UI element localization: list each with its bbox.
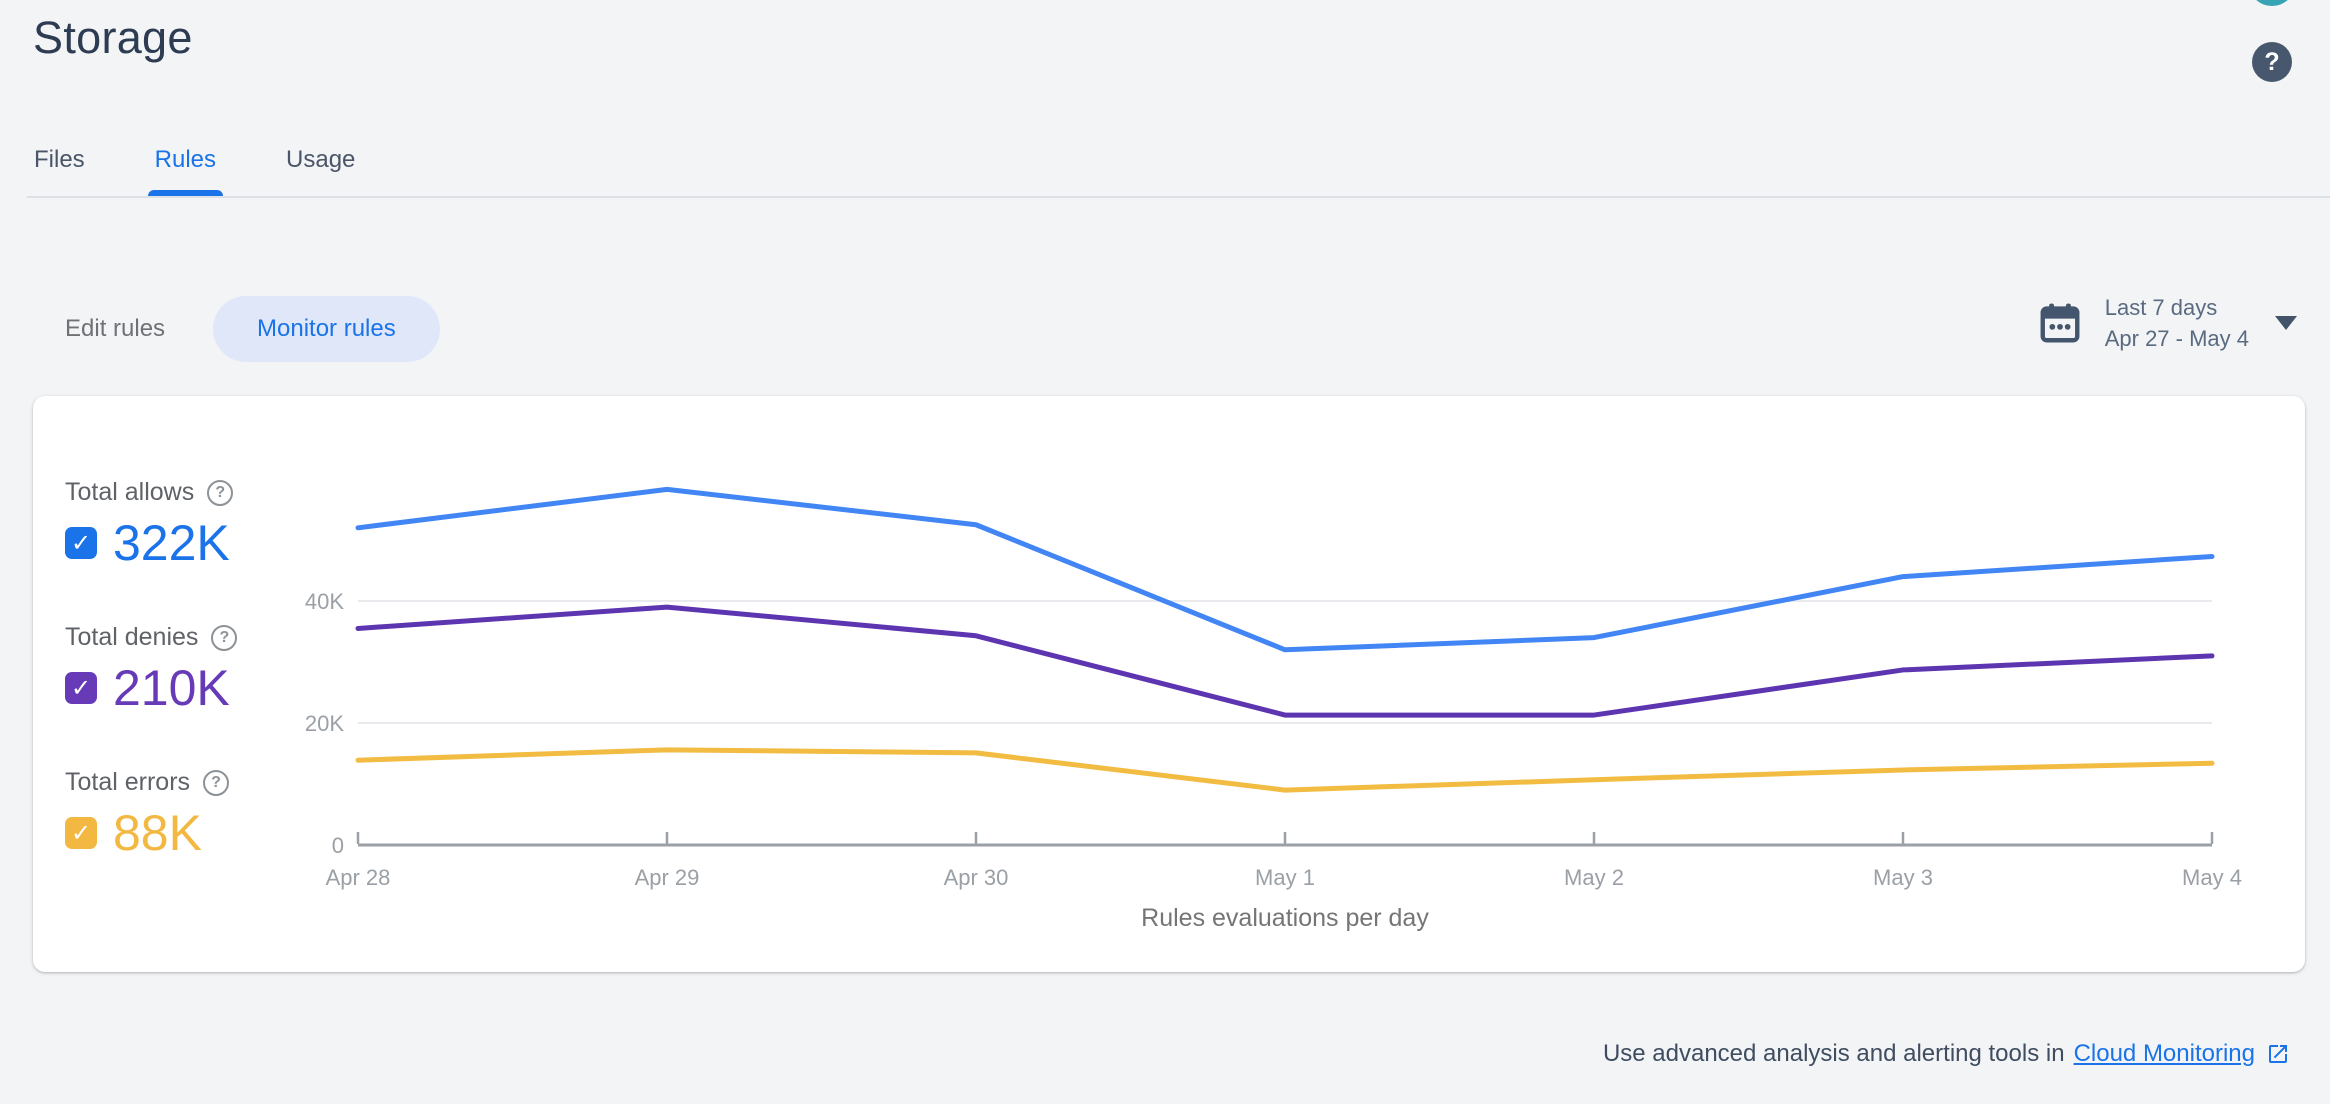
help-button[interactable]: ?	[2252, 42, 2292, 82]
help-icon[interactable]: ?	[211, 624, 238, 651]
date-range-text: Last 7 days Apr 27 - May 4	[2105, 292, 2249, 354]
svg-text:May 1: May 1	[1255, 865, 1315, 890]
svg-text:Apr 29: Apr 29	[635, 865, 700, 890]
check-icon: ✓	[70, 819, 92, 847]
avatar-fragment[interactable]	[2249, 0, 2295, 6]
stat-total-errors: Total errors ? ✓ 88K	[65, 768, 237, 861]
footer-note: Use advanced analysis and alerting tools…	[1603, 1040, 2290, 1068]
question-glyph: ?	[215, 483, 226, 501]
question-glyph: ?	[211, 773, 221, 791]
date-preset: Last 7 days	[2104, 295, 2218, 320]
footer-text: Use advanced analysis and alerting tools…	[1602, 1040, 2065, 1067]
stat-label: Total allows	[65, 478, 195, 506]
svg-text:40K: 40K	[305, 589, 344, 614]
tab-divider	[27, 196, 2330, 198]
stat-total-allows: Total allows ? ✓ 322K	[65, 478, 237, 571]
check-icon: ✓	[70, 529, 92, 557]
series-checkbox-denies[interactable]: ✓	[65, 672, 97, 704]
tab-label: Files	[34, 146, 85, 173]
calendar-icon	[2040, 303, 2080, 343]
check-icon: ✓	[70, 674, 92, 702]
svg-text:Apr 28: Apr 28	[326, 865, 391, 890]
page-title: Storage	[33, 12, 193, 63]
date-range-selector[interactable]: Last 7 days Apr 27 - May 4	[2037, 292, 2297, 354]
question-glyph: ?	[219, 628, 230, 646]
stat-label: Total denies	[65, 623, 199, 651]
series-checkbox-errors[interactable]: ✓	[65, 817, 97, 849]
help-icon[interactable]: ?	[203, 769, 230, 796]
tab-bar: Files Rules Usage	[27, 146, 362, 196]
tab-usage[interactable]: Usage	[279, 146, 362, 196]
svg-text:May 2: May 2	[1564, 865, 1624, 890]
help-icon[interactable]: ?	[207, 479, 234, 506]
question-icon: ?	[2264, 47, 2280, 76]
stat-value: 322K	[113, 515, 230, 571]
tab-files[interactable]: Files	[27, 146, 92, 196]
edit-rules-button[interactable]: Edit rules	[65, 296, 165, 362]
cloud-monitoring-link[interactable]: Cloud Monitoring	[2073, 1040, 2255, 1067]
svg-text:Apr 30: Apr 30	[944, 865, 1009, 890]
svg-text:May 4: May 4	[2182, 865, 2242, 890]
svg-text:20K: 20K	[305, 711, 344, 736]
external-link-icon	[2269, 1045, 2287, 1063]
chart-title: Rules evaluations per day	[1141, 904, 1429, 932]
monitor-chart-card: Total allows ? ✓ 322K Total denies ?	[33, 396, 2305, 972]
svg-text:0: 0	[332, 833, 344, 858]
stats-panel: Total allows ? ✓ 322K Total denies ?	[65, 478, 238, 913]
caret-down-icon	[2275, 316, 2297, 330]
stat-total-denies: Total denies ? ✓ 210K	[65, 623, 238, 716]
rules-evaluations-chart: 0 20K 40K Apr 28 Apr 29 Apr 30 May 1 May 2 May 3…	[305, 486, 2242, 890]
date-range-dates: Apr 27 - May 4	[2104, 326, 2249, 351]
tab-label: Rules	[154, 146, 217, 173]
svg-text:May 3: May 3	[1873, 865, 1933, 890]
tab-label: Usage	[286, 146, 356, 173]
stat-value: 210K	[113, 660, 230, 716]
stat-label: Total errors	[65, 768, 191, 796]
tab-rules[interactable]: Rules	[147, 146, 224, 196]
series-checkbox-allows[interactable]: ✓	[65, 527, 97, 559]
monitor-rules-button[interactable]: Monitor rules	[213, 296, 440, 362]
stat-value: 88K	[113, 805, 202, 861]
